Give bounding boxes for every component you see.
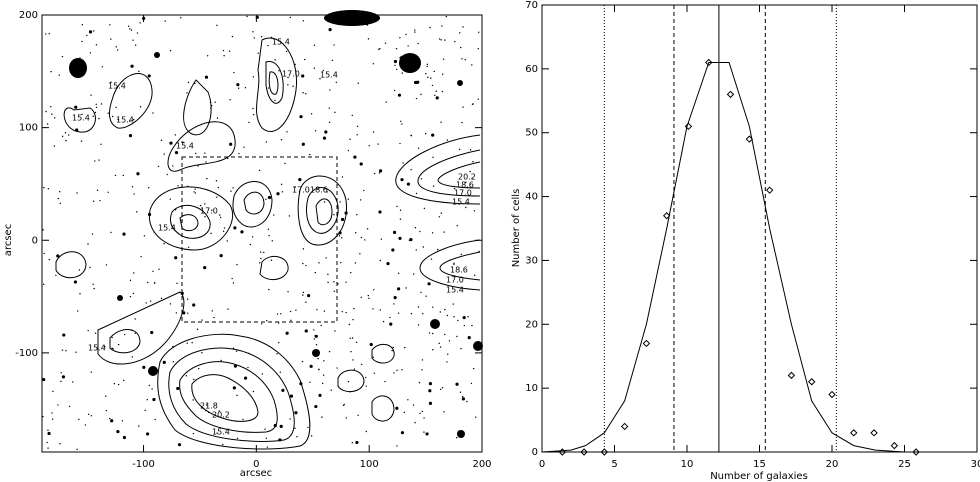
- y-tick-label: 10: [525, 383, 538, 394]
- y-axis-label: Number of cells: [511, 189, 522, 268]
- x-tick-label: 5: [611, 459, 617, 470]
- data-point: [705, 58, 713, 67]
- x-tick-label: 10: [681, 459, 694, 470]
- contour-label: 17.0: [292, 186, 310, 195]
- y-tick-label: 100: [19, 123, 38, 134]
- y-tick-label: 0: [32, 235, 38, 246]
- contour-label: 15.4: [320, 71, 338, 80]
- contour-label: 18.6: [310, 186, 328, 195]
- data-point: [662, 212, 671, 220]
- x-tick-label: 15: [753, 459, 766, 470]
- data-point: [828, 390, 836, 399]
- y-tick-label: -100: [15, 348, 38, 359]
- x-axis-label: arcsec: [240, 468, 272, 479]
- contour-label: 15.4: [108, 82, 126, 91]
- data-point: [642, 339, 651, 348]
- y-tick-label: 200: [19, 10, 38, 21]
- dashed-box: [181, 156, 338, 323]
- data-point: [726, 90, 735, 99]
- data-point: [912, 448, 920, 456]
- y-axis-label: arcsec: [3, 224, 14, 256]
- contour-label: 20.2: [458, 173, 476, 182]
- contour-label: 15.4: [272, 38, 290, 47]
- contour-label: 20.2: [212, 411, 230, 420]
- data-point: [684, 122, 693, 131]
- contour-label: 15.4: [446, 286, 464, 295]
- data-point: [765, 186, 774, 194]
- sky-image: 15.4 17.0 15.4 15.4 15.4 15.4 17.0 18.6 …: [42, 10, 483, 452]
- y-tick-label: 30: [525, 255, 538, 266]
- contour-labels: 15.4 17.0 15.4 15.4 15.4 15.4 17.0 18.6 …: [72, 38, 476, 437]
- contour-label: 17.0: [454, 189, 472, 198]
- x-tick-label: -100: [132, 459, 155, 470]
- contour-label: 15.4: [72, 114, 90, 123]
- plot-frame: [541, 4, 978, 453]
- plot-frame: [41, 14, 483, 453]
- image-background: [42, 15, 482, 452]
- contour-label: 18.6: [450, 266, 468, 275]
- contour-label: 15.4: [158, 224, 176, 233]
- x-tick-label: 200: [472, 459, 491, 470]
- contour-label: 15.4: [176, 142, 194, 151]
- faint-sources: [42, 15, 480, 451]
- y-tick-label: 50: [525, 128, 538, 139]
- contour-label: 15.4: [88, 344, 106, 353]
- contour-label: 15.4: [452, 198, 470, 207]
- x-tick-label: 0: [539, 459, 545, 470]
- data-point: [580, 448, 588, 456]
- y-tick-label: 40: [525, 192, 538, 203]
- contour-label: 17.0: [200, 207, 218, 216]
- contour-label: 15.4: [116, 116, 134, 125]
- x-tick-label: 25: [898, 459, 911, 470]
- y-tick-label: 60: [525, 64, 538, 75]
- x-tick-label: 0: [253, 459, 259, 470]
- y-tick-label: 0: [532, 447, 538, 458]
- model-curve: [541, 61, 977, 453]
- contour-label: 17.0: [446, 276, 464, 285]
- contour-label: 21.8: [200, 402, 218, 411]
- x-axis-label: Number of galaxies: [710, 471, 808, 482]
- data-point: [620, 422, 629, 431]
- contour-label: 17.0: [282, 70, 300, 79]
- x-tick-label: 100: [360, 459, 379, 470]
- contour-label: 18.6: [456, 181, 474, 190]
- data-point: [850, 429, 858, 437]
- x-tick-label: 30: [971, 459, 980, 470]
- data-point: [600, 448, 609, 456]
- contour-label: 15.4: [212, 428, 230, 437]
- y-tick-label: 20: [525, 319, 538, 330]
- contours: [55, 37, 481, 450]
- bright-sources: [69, 10, 483, 438]
- data-point: [870, 429, 878, 437]
- x-tick-label: 20: [826, 459, 839, 470]
- data-point: [890, 441, 899, 450]
- y-tick-label: 70: [525, 0, 538, 11]
- data-point: [787, 371, 796, 380]
- data-point: [807, 378, 816, 386]
